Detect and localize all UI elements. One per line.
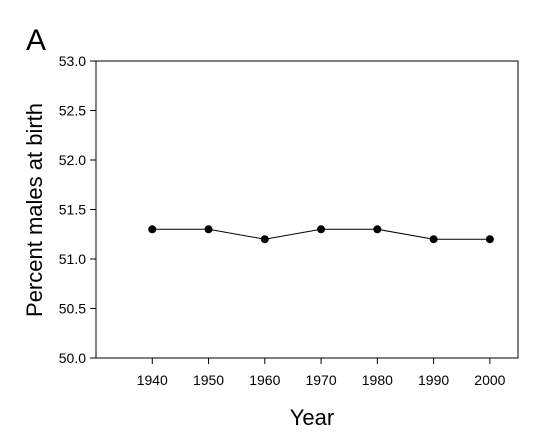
x-tick-label: 1950 <box>193 372 224 388</box>
x-tick-label: 1990 <box>418 372 449 388</box>
y-tick-label: 51.5 <box>59 202 86 218</box>
y-axis: 50.0 50.5 51.0 51.5 52.0 52.5 53.0 <box>59 53 96 366</box>
data-point <box>429 235 438 244</box>
data-point <box>485 235 494 244</box>
plot-frame <box>95 60 519 359</box>
x-tick-label: 1960 <box>249 372 280 388</box>
y-tick-label: 53.0 <box>59 53 86 69</box>
x-tick-label: 1980 <box>362 372 393 388</box>
x-axis-title: Year <box>290 405 334 430</box>
y-tick-label: 50.5 <box>59 301 86 317</box>
data-point <box>317 225 326 234</box>
panel-label: A <box>26 24 46 57</box>
data-point <box>373 225 382 234</box>
y-tick-label: 50.0 <box>59 350 86 366</box>
x-axis: 1940 1950 1960 1970 1980 1990 2000 <box>137 358 506 388</box>
data-point <box>204 225 213 234</box>
data-point <box>260 235 269 244</box>
y-axis-title: Percent males at birth <box>22 103 47 317</box>
y-tick-label: 52.0 <box>59 152 86 168</box>
y-tick-label: 52.5 <box>59 103 86 119</box>
x-tick-label: 1940 <box>137 372 168 388</box>
data-series <box>148 225 494 244</box>
x-tick-label: 1970 <box>305 372 336 388</box>
data-point <box>148 225 157 234</box>
y-tick-label: 51.0 <box>59 251 86 267</box>
x-tick-label: 2000 <box>474 372 505 388</box>
